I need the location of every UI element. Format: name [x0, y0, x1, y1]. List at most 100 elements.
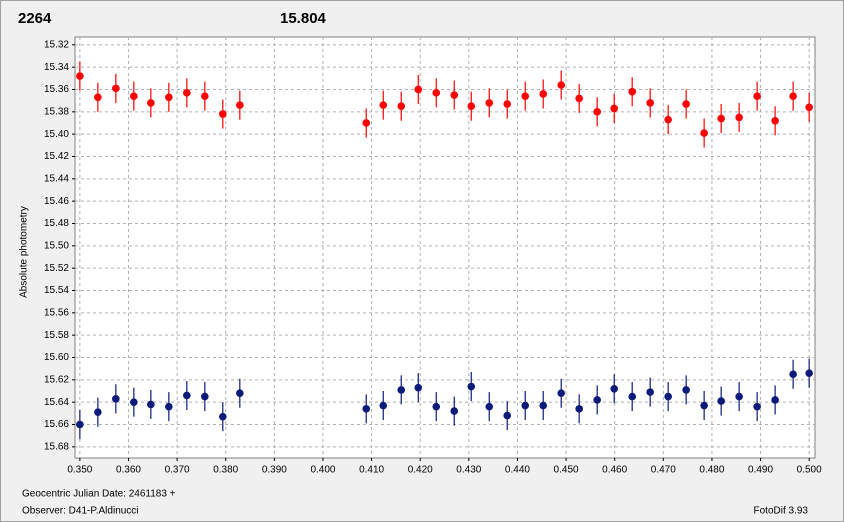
data-point [397, 386, 406, 394]
data-point [219, 412, 227, 421]
x-tick-label: 0.390 [262, 465, 287, 476]
x-tick-label: 0.410 [359, 465, 384, 476]
data-point [753, 92, 761, 100]
footer-text: Observer: D41-P.Aldinucci [22, 506, 139, 517]
data-point [628, 392, 636, 401]
x-tick-label: 0.420 [408, 465, 433, 476]
data-point [76, 72, 84, 80]
data-point [503, 411, 512, 420]
data-point [610, 384, 618, 393]
x-tick-label: 0.430 [456, 465, 481, 476]
x-tick-label: 0.500 [797, 465, 822, 476]
footer-text: FotoDif 3.93 [754, 506, 809, 517]
x-tick-label: 0.450 [554, 465, 579, 476]
x-tick-label: 0.490 [748, 465, 773, 476]
data-point [610, 104, 618, 113]
data-point [789, 370, 797, 379]
data-point [646, 99, 654, 107]
data-point [503, 100, 512, 108]
plot-area [74, 36, 816, 459]
data-point [379, 401, 388, 410]
data-point [130, 92, 138, 100]
data-point [147, 99, 155, 107]
data-point [700, 129, 708, 137]
data-point [805, 369, 813, 377]
data-point [593, 108, 601, 116]
data-point [94, 408, 102, 417]
data-point [165, 93, 173, 102]
data-point [753, 402, 761, 411]
data-point [362, 405, 371, 413]
data-point [646, 388, 654, 396]
data-point [735, 392, 743, 401]
data-point [575, 94, 583, 103]
data-point [236, 101, 244, 109]
data-point [414, 85, 423, 94]
data-point [539, 401, 548, 410]
data-point [628, 87, 636, 96]
x-tick-label: 0.380 [213, 465, 238, 476]
data-point [183, 391, 191, 400]
y-tick-label: 15.60 [44, 352, 69, 363]
y-tick-label: 15.56 [44, 307, 69, 318]
data-point [735, 113, 743, 122]
data-point [379, 101, 388, 109]
data-point [557, 389, 566, 398]
data-point [682, 100, 690, 108]
data-point [414, 383, 423, 392]
data-point [575, 405, 583, 413]
data-point [76, 420, 84, 429]
x-tick-label: 0.350 [67, 465, 92, 476]
data-point [717, 397, 725, 405]
data-point [771, 396, 779, 404]
data-point [112, 395, 120, 403]
data-point [432, 402, 441, 411]
y-tick-label: 15.62 [44, 374, 69, 385]
x-tick-label: 0.440 [505, 465, 530, 476]
data-point [112, 84, 120, 93]
data-point [664, 392, 672, 401]
data-point [450, 91, 459, 99]
data-point [236, 389, 244, 398]
data-point [593, 396, 601, 404]
data-point [397, 102, 406, 111]
data-point [201, 92, 209, 100]
data-point [717, 114, 725, 123]
x-tick-label: 0.470 [651, 465, 676, 476]
data-point [165, 402, 173, 411]
data-point [467, 102, 476, 111]
data-point [201, 392, 209, 401]
y-tick-label: 15.48 [44, 218, 69, 229]
y-tick-label: 15.44 [44, 173, 69, 184]
y-tick-label: 15.58 [44, 330, 69, 341]
y-tick-label: 15.66 [44, 419, 69, 430]
x-tick-label: 0.480 [699, 465, 724, 476]
y-tick-label: 15.54 [44, 285, 69, 296]
series-label: 15.804 [280, 10, 327, 27]
data-point [789, 92, 797, 100]
data-point [432, 89, 441, 97]
data-point [94, 93, 102, 102]
data-point [700, 401, 708, 410]
y-axis-title: Absolute photometry [19, 206, 30, 298]
y-tick-label: 15.34 [44, 62, 69, 73]
data-point [682, 386, 690, 394]
data-point [771, 116, 779, 125]
data-point [362, 119, 371, 127]
x-tick-label: 0.370 [165, 465, 190, 476]
y-tick-label: 15.46 [44, 196, 69, 207]
data-point [130, 398, 138, 406]
data-point [219, 110, 227, 118]
y-tick-label: 15.64 [44, 397, 69, 408]
data-point [467, 382, 476, 391]
data-point [147, 400, 155, 409]
series-label: 2264 [18, 10, 52, 27]
y-tick-label: 15.52 [44, 263, 69, 274]
data-point [557, 81, 566, 89]
data-point [539, 90, 548, 98]
y-tick-label: 15.36 [44, 84, 69, 95]
data-point [485, 402, 494, 411]
y-tick-label: 15.68 [44, 441, 69, 452]
data-point [521, 401, 530, 410]
